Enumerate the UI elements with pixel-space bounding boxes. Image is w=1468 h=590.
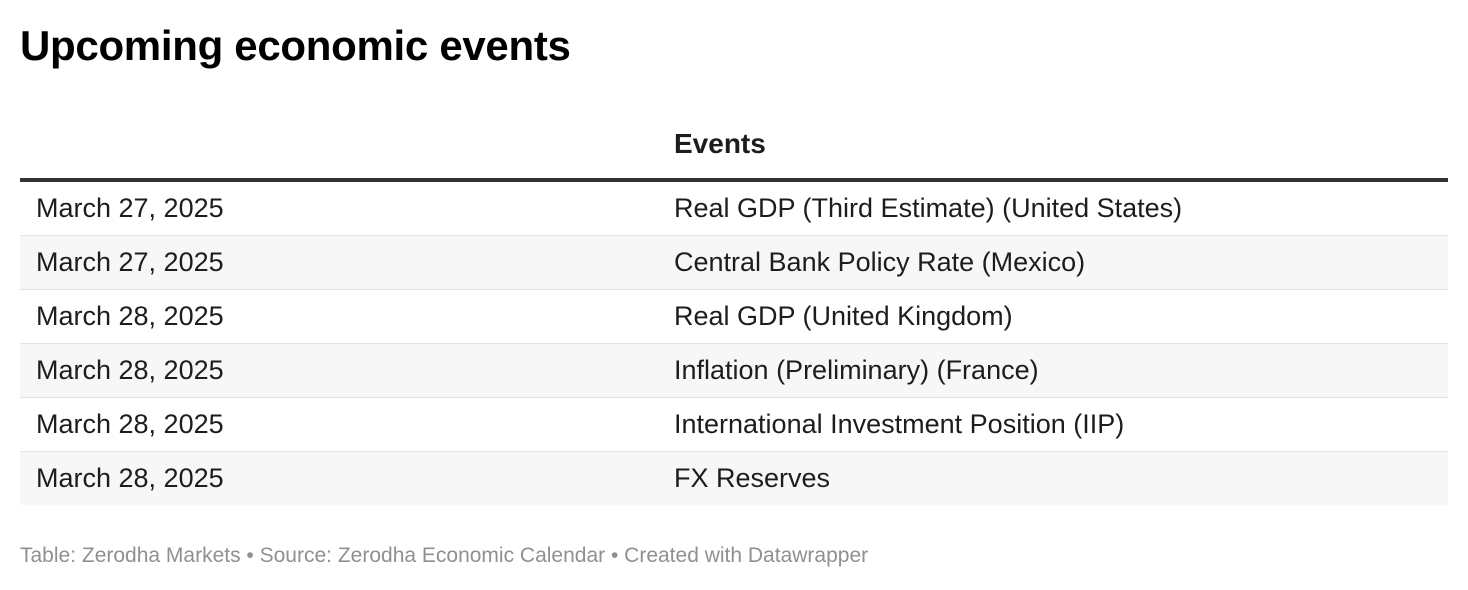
- row-event: International Investment Position (IIP): [674, 409, 1125, 439]
- row-event: Real GDP (Third Estimate) (United States…: [674, 193, 1183, 223]
- source-footer: Table: Zerodha Markets • Source: Zerodha…: [20, 544, 869, 567]
- row-date: March 28, 2025: [36, 301, 224, 331]
- row-date: March 27, 2025: [36, 193, 224, 223]
- table-header-row: Events: [20, 110, 1448, 182]
- row-event: Real GDP (United Kingdom): [674, 301, 1013, 331]
- table-row: March 28, 2025 International Investment …: [20, 398, 1448, 452]
- row-event: Inflation (Preliminary) (France): [674, 355, 1039, 385]
- table-row: March 28, 2025 Inflation (Preliminary) (…: [20, 344, 1448, 398]
- table-row: March 28, 2025 Real GDP (United Kingdom): [20, 290, 1448, 344]
- row-event: Central Bank Policy Rate (Mexico): [674, 247, 1086, 277]
- row-date: March 28, 2025: [36, 409, 224, 439]
- table-row: March 28, 2025 FX Reserves: [20, 452, 1448, 505]
- row-date: March 28, 2025: [36, 355, 224, 385]
- events-table: Events March 27, 2025 Real GDP (Third Es…: [20, 110, 1448, 505]
- row-date: March 28, 2025: [36, 463, 224, 493]
- table-row: March 27, 2025 Central Bank Policy Rate …: [20, 236, 1448, 290]
- row-event: FX Reserves: [674, 463, 831, 493]
- chart-title: Upcoming economic events: [20, 22, 571, 69]
- header-events: Events: [674, 128, 766, 159]
- table-row: March 27, 2025 Real GDP (Third Estimate)…: [20, 182, 1448, 236]
- row-date: March 27, 2025: [36, 247, 224, 277]
